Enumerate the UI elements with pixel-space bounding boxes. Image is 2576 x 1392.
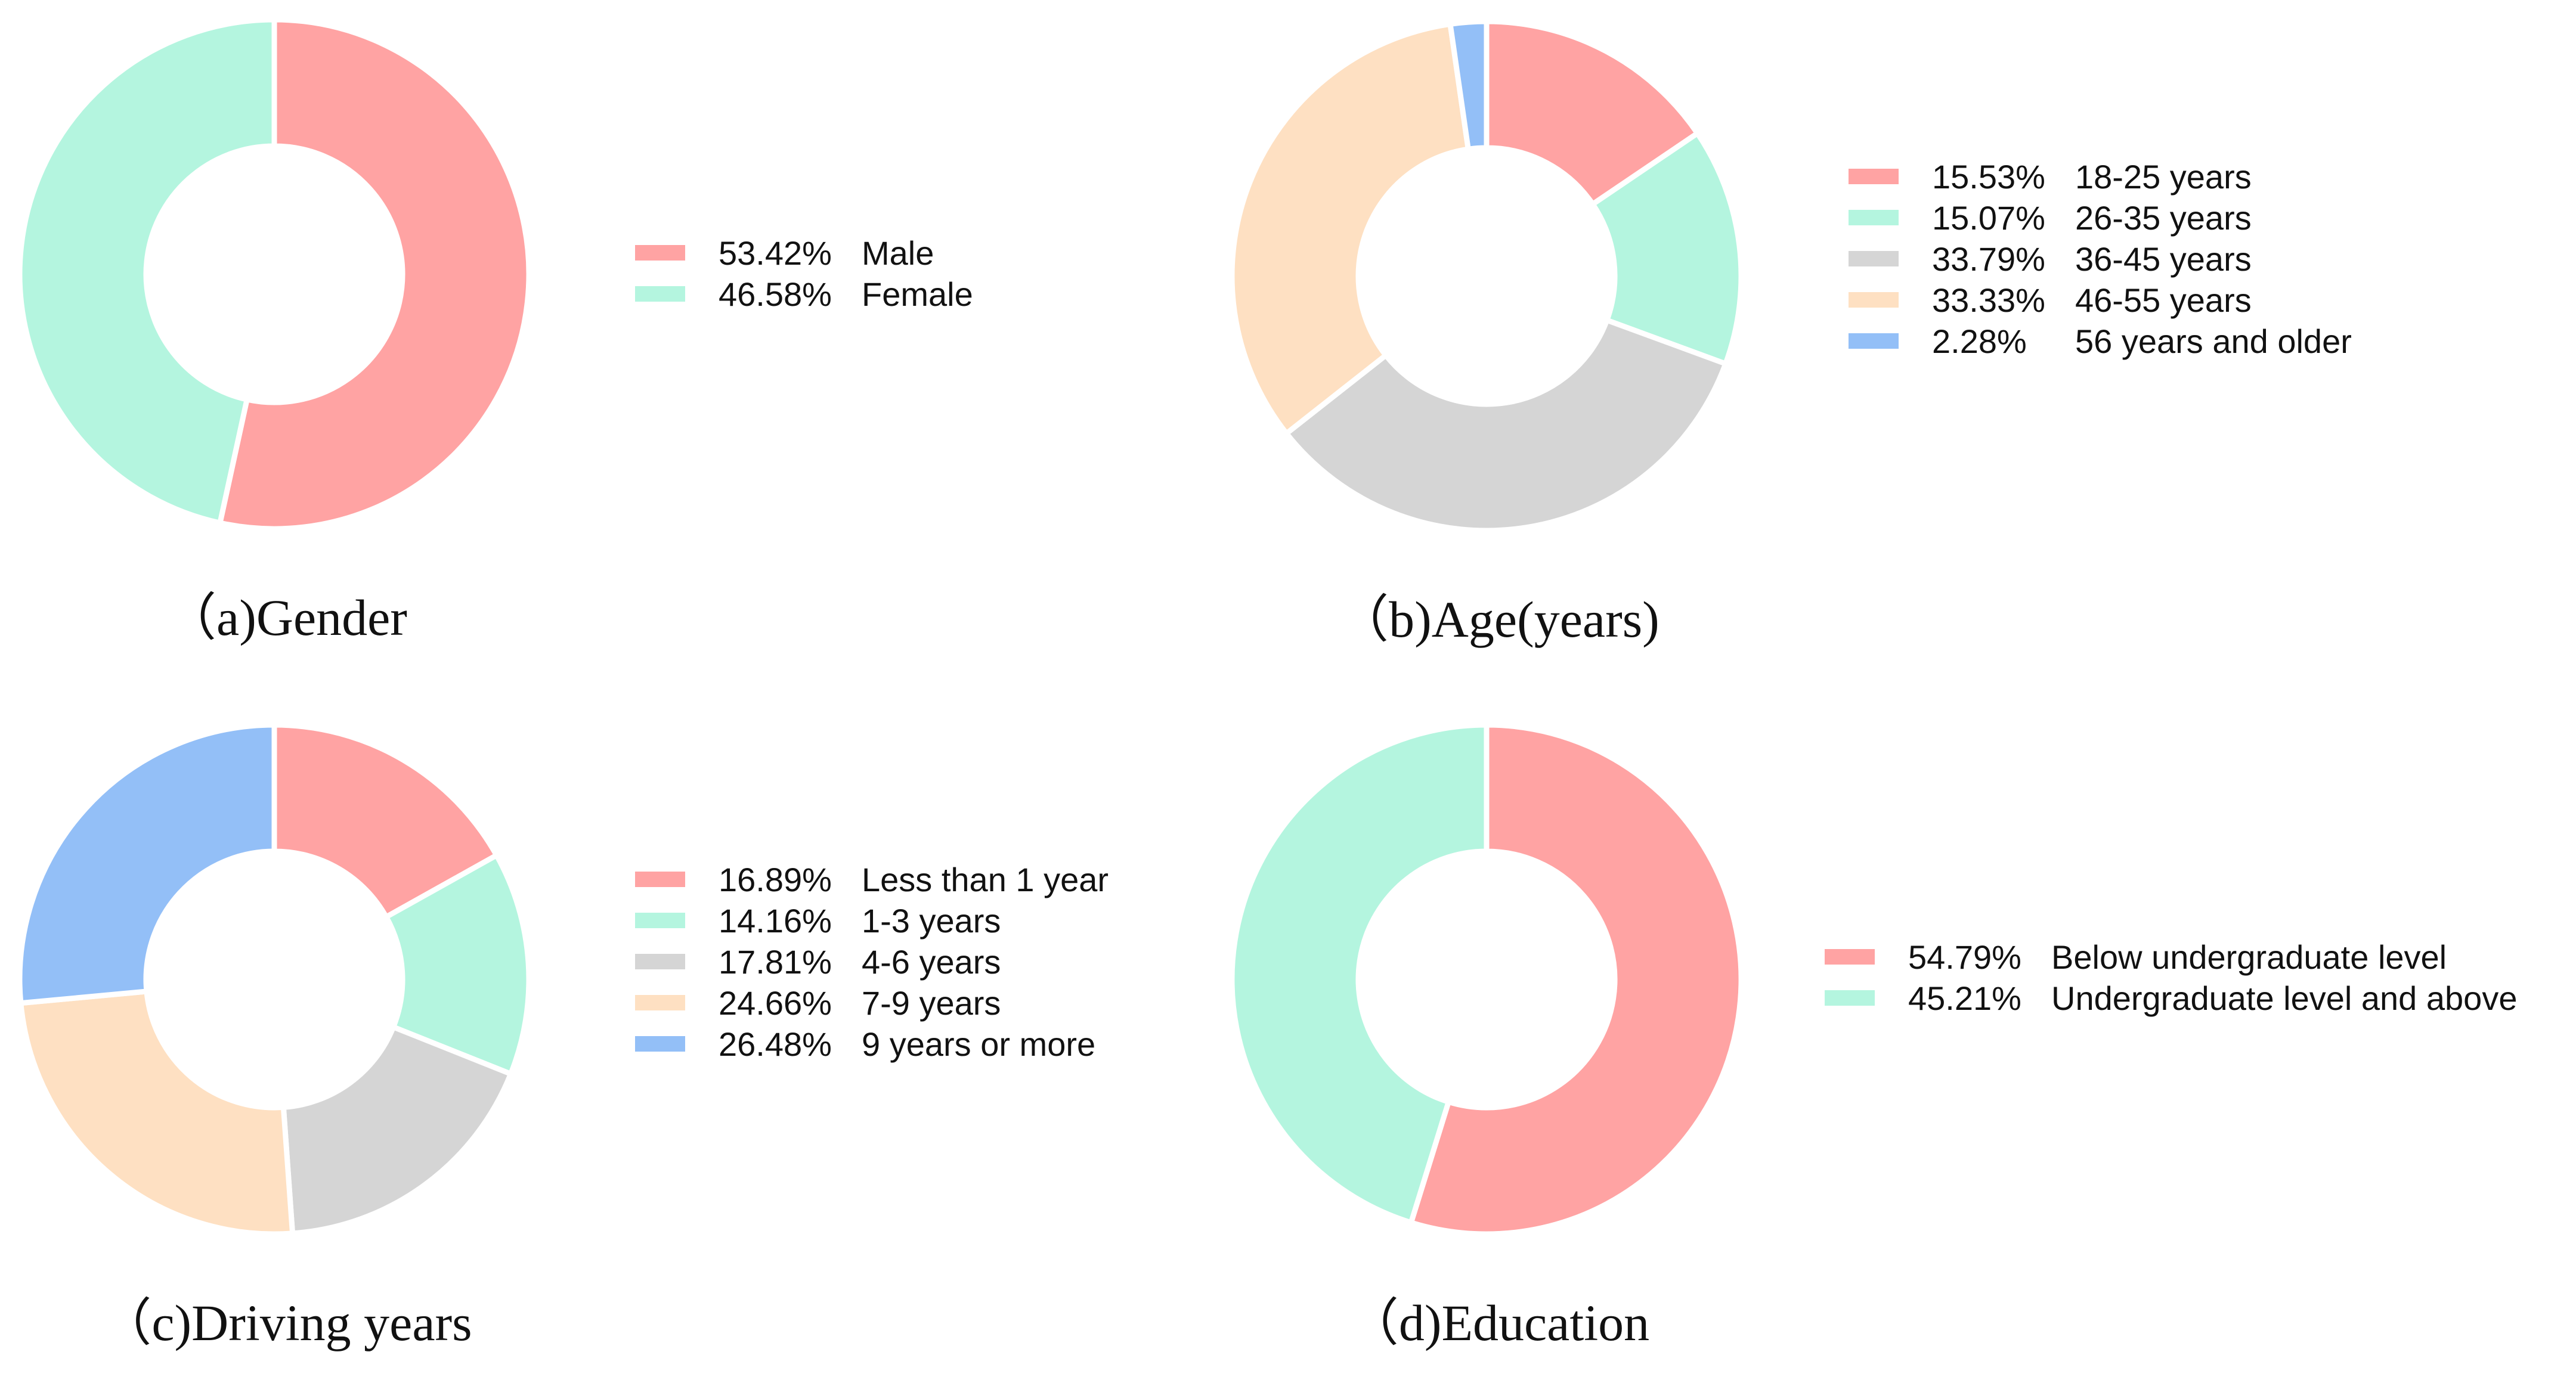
donut-slice-less-than-1-year <box>271 722 500 920</box>
legend-percent: 54.79% <box>1908 938 2021 976</box>
chart-b: 15.53% 18-25 years 15.07% 26-35 years 33.79%… <box>1229 18 2352 648</box>
chart-caption: （a)Gender <box>165 589 407 646</box>
legend-label: 26-35 years <box>2075 199 2252 237</box>
chart-caption: （b)Age(years) <box>1337 591 1659 648</box>
donut-slice-46-55-years <box>1229 21 1471 436</box>
donut-slice-1-3-years <box>383 852 532 1077</box>
legend-swatch-male <box>635 245 685 261</box>
chart-c: 16.89% Less than 1 year 14.16% 1-3 years 17.… <box>17 722 1109 1351</box>
legend-percent: 33.79% <box>1932 240 2045 278</box>
legend-label: Female <box>862 275 973 313</box>
legend-swatch-26-35-years <box>1849 210 1899 225</box>
donut-slice-9-years-or-more <box>17 722 277 1006</box>
legend-percent: 26.48% <box>719 1025 832 1063</box>
legend-label: 1-3 years <box>862 902 1001 940</box>
chart-caption: （d)Education <box>1348 1294 1649 1351</box>
legend-swatch-1-3-years <box>635 913 685 928</box>
legend-percent: 45.21% <box>1908 979 2021 1017</box>
donut-slice-7-9-years <box>18 988 296 1237</box>
legend-percent: 46.58% <box>719 275 832 313</box>
legend-label: Male <box>862 234 934 272</box>
legend-percent: 16.89% <box>719 861 832 898</box>
legend-label: Below undergraduate level <box>2051 938 2447 976</box>
legend: 16.89% Less than 1 year 14.16% 1-3 years 17.… <box>635 861 1109 1063</box>
donut-slice-male <box>217 17 532 532</box>
donut-slice-female <box>17 17 277 526</box>
legend-label: 56 years and older <box>2075 323 2352 360</box>
legend-percent: 17.81% <box>719 943 832 981</box>
legend-label: 7-9 years <box>862 984 1001 1022</box>
chart-caption: （c)Driving years <box>100 1294 472 1351</box>
donut-slice-56-years-and-older <box>1447 18 1490 152</box>
legend-percent: 24.66% <box>719 984 832 1022</box>
legend-swatch-18-25-years <box>1849 169 1899 184</box>
legend-label: 18-25 years <box>2075 158 2252 196</box>
legend-label: 46-55 years <box>2075 281 2252 319</box>
legend-percent: 15.07% <box>1932 199 2045 237</box>
chart-d: 54.79% Below undergraduate level 45.21% Und… <box>1229 722 2517 1351</box>
legend-swatch-4-6-years <box>635 954 685 969</box>
legend-label: 4-6 years <box>862 943 1001 981</box>
chart-a: 53.42% Male 46.58% Female （a)Gender <box>17 17 973 646</box>
legend-percent: 2.28% <box>1932 323 2027 360</box>
legend-swatch-below-undergraduate-level <box>1825 949 1875 965</box>
legend-swatch-7-9-years <box>635 995 685 1010</box>
legend-swatch-46-55-years <box>1849 292 1899 308</box>
legend-swatch-56-years-and-older <box>1849 333 1899 349</box>
legend: 15.53% 18-25 years 15.07% 26-35 years 33.79%… <box>1849 158 2352 360</box>
legend-swatch-36-45-years <box>1849 251 1899 266</box>
legend: 54.79% Below undergraduate level 45.21% Und… <box>1825 938 2517 1017</box>
donut-slice-4-6-years <box>280 1024 514 1236</box>
legend-swatch-female <box>635 286 685 302</box>
legend-label: 9 years or more <box>862 1025 1095 1063</box>
legend-percent: 15.53% <box>1932 158 2045 196</box>
legend-label: 36-45 years <box>2075 240 2252 278</box>
legend-label: Undergraduate level and above <box>2051 979 2517 1017</box>
legend-swatch-9-years-or-more <box>635 1036 685 1052</box>
legend-swatch-less-than-1-year <box>635 872 685 887</box>
donut-slice-below-undergraduate-level <box>1408 722 1744 1237</box>
donut-slice-18-25-years <box>1484 18 1701 207</box>
legend-label: Less than 1 year <box>862 861 1109 898</box>
donut-slice-26-35-years <box>1590 131 1744 367</box>
legend-percent: 14.16% <box>719 902 832 940</box>
legend-swatch-undergraduate-level-and-above <box>1825 990 1875 1006</box>
donut-slice-36-45-years <box>1283 317 1729 534</box>
legend-percent: 33.33% <box>1932 281 2045 319</box>
legend: 53.42% Male 46.58% Female <box>635 234 973 313</box>
legend-percent: 53.42% <box>719 234 832 272</box>
donut-slice-undergraduate-level-and-above <box>1229 722 1490 1226</box>
